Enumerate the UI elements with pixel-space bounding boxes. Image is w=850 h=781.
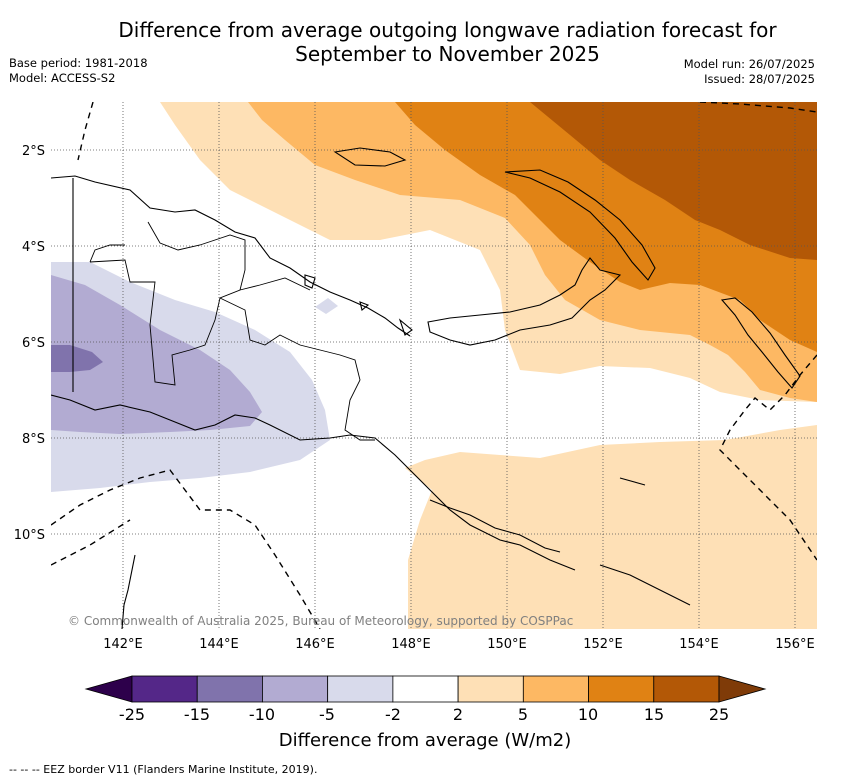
new-guinea-south-coast — [51, 394, 576, 571]
lon-label: 142°E — [103, 637, 143, 652]
colorbar-title: Difference from average (W/m2) — [278, 730, 572, 751]
model-run: Model run: 26/07/2025 — [683, 57, 815, 71]
southern-islands — [304, 274, 691, 606]
lon-label: 144°E — [199, 637, 239, 652]
meta-right: Model run: 26/07/2025 Issued: 28/07/2025 — [684, 57, 815, 87]
colorbar-label: -15 — [183, 705, 211, 724]
new-guinea-north-coast — [51, 175, 411, 337]
band-2-5-south — [405, 425, 817, 629]
map-title: Difference from average outgoing longwav… — [0, 18, 850, 66]
colorbar-label: -2 — [385, 705, 401, 724]
band-neg-5-10 — [51, 275, 262, 434]
colorbar-label: 5 — [517, 705, 529, 724]
province-borders — [89, 221, 375, 441]
lon-label: 148°E — [391, 637, 431, 652]
issued-date: Issued: 28/07/2025 — [704, 72, 815, 86]
lat-labels: 2°S 4°S 6°S 8°S 10°S — [14, 144, 45, 543]
lon-label: 156°E — [775, 637, 815, 652]
lon-labels: 142°E 144°E 146°E 148°E 150°E 152°E 154°… — [103, 637, 815, 652]
colorbar-label: -25 — [118, 705, 146, 724]
eez-footnote: -- -- -- EEZ border V11 (Flanders Marine… — [9, 763, 318, 776]
colorbar-label: 25 — [708, 705, 730, 724]
bougainville — [720, 297, 801, 389]
lon-label: 150°E — [487, 637, 527, 652]
manus-islands — [333, 147, 407, 167]
eez-borders — [51, 102, 817, 629]
colorbar-label: 2 — [452, 705, 464, 724]
meta-left: Base period: 1981-2018 Model: ACCESS-S2 — [9, 56, 148, 86]
band-15-25 — [530, 102, 817, 260]
lon-label: 154°E — [679, 637, 719, 652]
australia-cape-york — [121, 554, 136, 629]
band-neg-10-15 — [51, 345, 103, 372]
map-panel: 2°S 4°S 6°S 8°S 10°S 142°E 144°E 146°E 1… — [14, 102, 817, 652]
base-period: Base period: 1981-2018 — [9, 56, 148, 70]
colorbar-label: -5 — [319, 705, 335, 724]
new-britain — [427, 257, 622, 346]
title-line-1: Difference from average outgoing longwav… — [118, 18, 777, 42]
band-neg-small — [315, 298, 338, 314]
lon-label: 152°E — [583, 637, 623, 652]
lat-label: 4°S — [22, 240, 45, 255]
anomaly-field — [51, 102, 817, 629]
lat-label: 10°S — [14, 528, 45, 543]
graticule — [51, 102, 817, 629]
colorbar-label: 15 — [643, 705, 665, 724]
lon-label: 146°E — [295, 637, 335, 652]
lat-label: 2°S — [22, 144, 45, 159]
lat-label: 6°S — [22, 336, 45, 351]
lat-label: 8°S — [22, 432, 45, 447]
copyright-notice: © Commonwealth of Australia 2025, Bureau… — [68, 614, 574, 628]
colorbar-label: 10 — [577, 705, 599, 724]
model-name: Model: ACCESS-S2 — [9, 71, 116, 85]
title-line-2: September to November 2025 — [295, 42, 600, 66]
coastlines — [51, 147, 801, 629]
new-ireland — [504, 169, 656, 281]
colorbar-label: -10 — [248, 705, 276, 724]
